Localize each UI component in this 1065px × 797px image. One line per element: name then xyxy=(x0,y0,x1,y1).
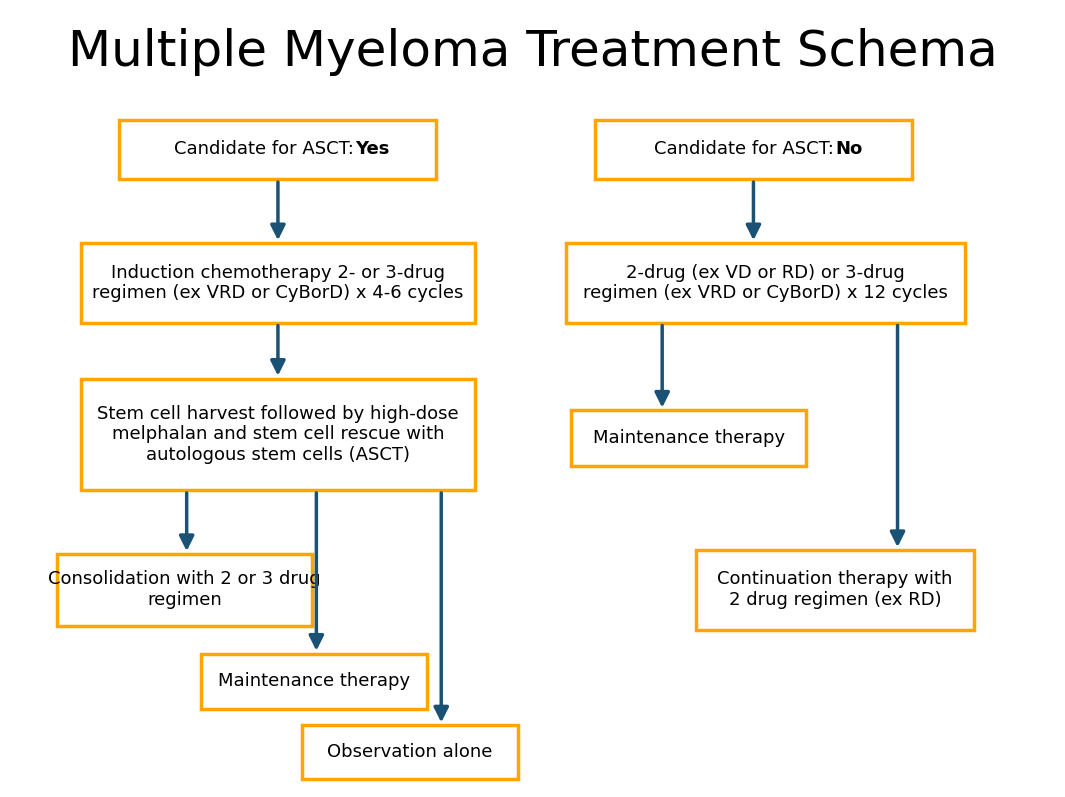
FancyBboxPatch shape xyxy=(81,379,475,490)
FancyBboxPatch shape xyxy=(302,725,518,779)
Text: Induction chemotherapy 2- or 3-drug
regimen (ex VRD or CyBorD) x 4-6 cycles: Induction chemotherapy 2- or 3-drug regi… xyxy=(93,264,463,302)
Text: Consolidation with 2 or 3 drug
regimen: Consolidation with 2 or 3 drug regimen xyxy=(48,571,321,609)
FancyBboxPatch shape xyxy=(595,120,912,179)
FancyBboxPatch shape xyxy=(58,554,312,626)
FancyBboxPatch shape xyxy=(201,654,427,709)
Text: Candidate for ASCT:: Candidate for ASCT: xyxy=(174,140,359,159)
Text: Stem cell harvest followed by high-dose
melphalan and stem cell rescue with
auto: Stem cell harvest followed by high-dose … xyxy=(97,405,459,464)
FancyBboxPatch shape xyxy=(119,120,437,179)
Text: Continuation therapy with
2 drug regimen (ex RD): Continuation therapy with 2 drug regimen… xyxy=(718,571,953,609)
Text: Observation alone: Observation alone xyxy=(327,744,493,761)
Text: Multiple Myeloma Treatment Schema: Multiple Myeloma Treatment Schema xyxy=(67,28,998,76)
Text: Maintenance therapy: Maintenance therapy xyxy=(592,430,785,447)
Text: Maintenance therapy: Maintenance therapy xyxy=(218,673,410,690)
Text: Candidate for ASCT:: Candidate for ASCT: xyxy=(654,140,839,159)
Text: No: No xyxy=(835,140,863,159)
FancyBboxPatch shape xyxy=(81,243,475,323)
Text: 2-drug (ex VD or RD) or 3-drug
regimen (ex VRD or CyBorD) x 12 cycles: 2-drug (ex VD or RD) or 3-drug regimen (… xyxy=(583,264,948,302)
Text: Yes: Yes xyxy=(355,140,390,159)
FancyBboxPatch shape xyxy=(567,243,965,323)
FancyBboxPatch shape xyxy=(571,410,806,466)
FancyBboxPatch shape xyxy=(695,550,974,630)
